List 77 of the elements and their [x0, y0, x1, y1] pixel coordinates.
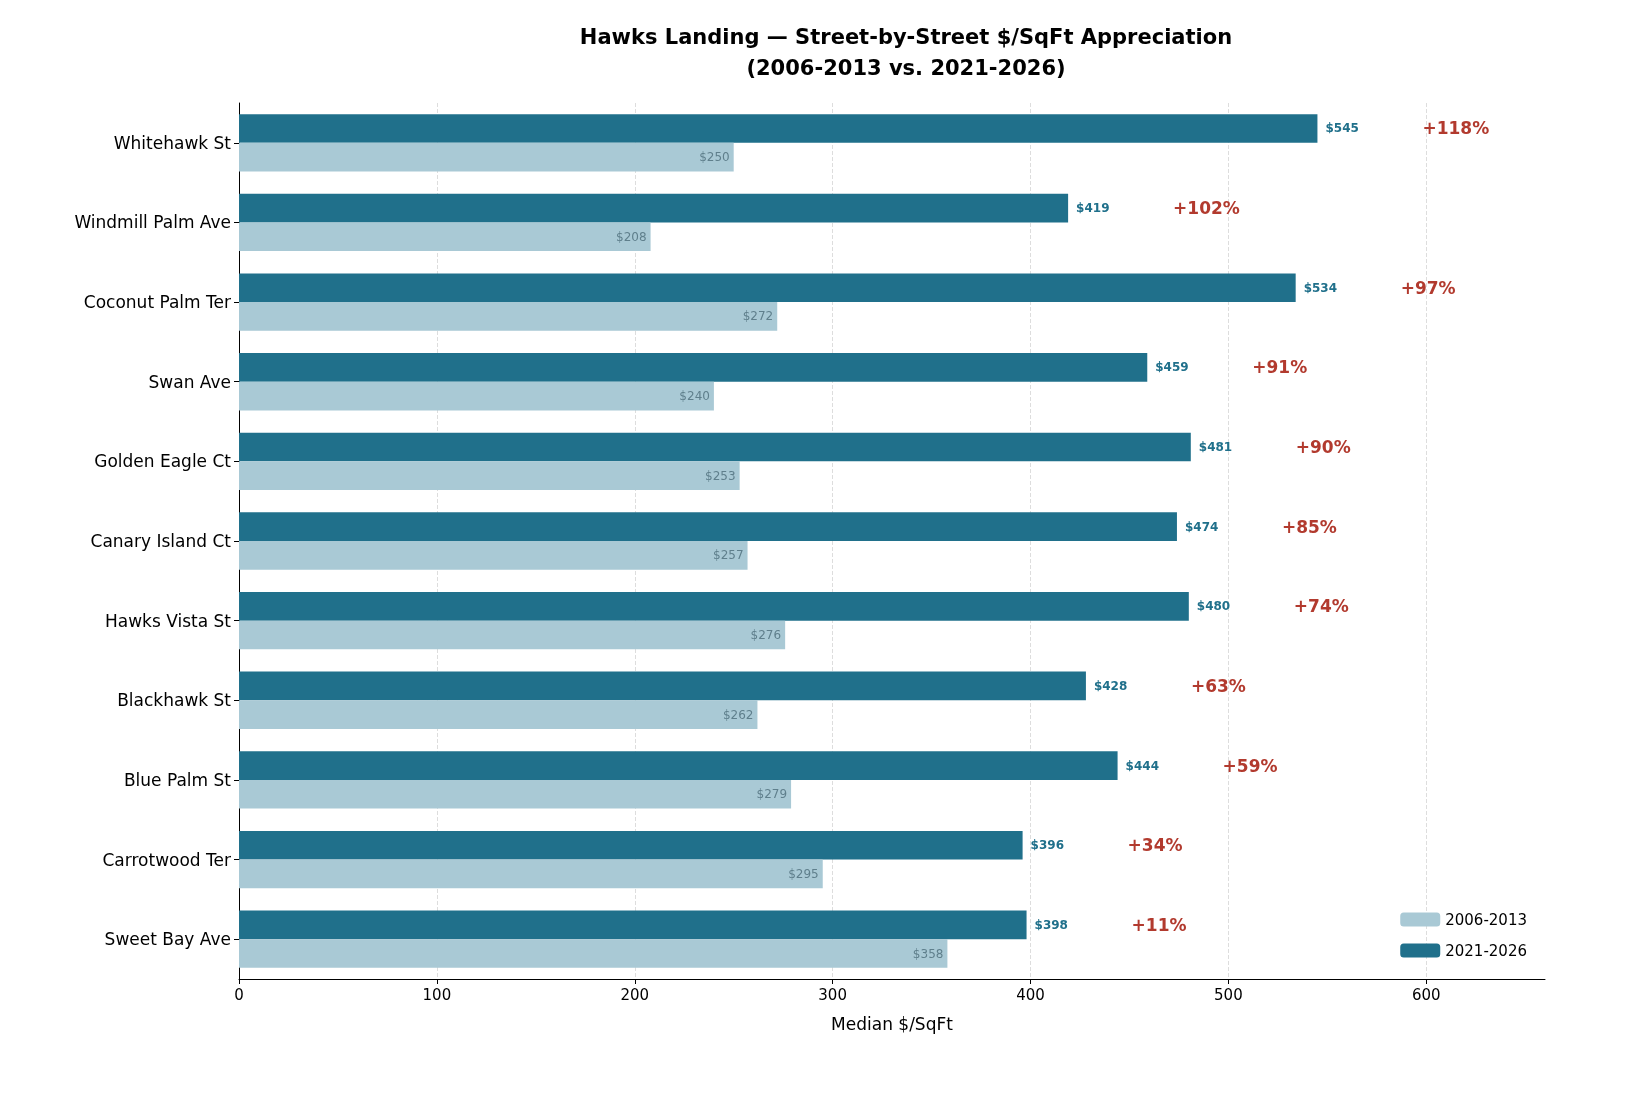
x-tick-label: 600: [1411, 985, 1441, 1004]
data-label: $257: [713, 548, 744, 563]
y-tick-label: Carrotwood Ter: [102, 849, 231, 870]
annotation: +85%: [1281, 516, 1337, 537]
data-label: $444: [1125, 758, 1159, 773]
bar: [239, 859, 823, 889]
bar: [239, 779, 792, 809]
annotation: +118%: [1422, 118, 1490, 139]
data-label: $279: [756, 787, 788, 802]
bar: [239, 142, 734, 172]
annotation: +34%: [1127, 835, 1183, 856]
annotation: +11%: [1131, 914, 1187, 935]
data-label: $474: [1184, 519, 1219, 534]
bar: [239, 830, 1023, 860]
data-label: $262: [722, 707, 754, 722]
bar: [239, 193, 1069, 223]
x-tick-label: 100: [422, 985, 452, 1004]
annotation: +74%: [1293, 596, 1349, 617]
data-label: $419: [1076, 201, 1110, 216]
data-label: $534: [1303, 280, 1338, 295]
x-tick-label: 200: [620, 985, 650, 1004]
x-tick-label: 500: [1214, 985, 1243, 1004]
y-tick-label: Blackhawk St: [117, 690, 232, 711]
bar: [239, 620, 786, 650]
annotation: +59%: [1222, 755, 1278, 776]
annotation: +90%: [1295, 437, 1351, 458]
data-label: $276: [750, 627, 782, 642]
annotation: +63%: [1190, 675, 1246, 696]
bar: [239, 114, 1318, 143]
annotation: +91%: [1252, 357, 1308, 378]
data-label: $396: [1030, 838, 1065, 853]
y-tick-label: Blue Palm St: [123, 769, 232, 790]
data-label: $295: [788, 866, 819, 881]
bar: [239, 273, 1296, 303]
x-tick-label: 400: [1016, 985, 1045, 1004]
legend-label: 2006-2013: [1445, 910, 1528, 929]
data-label: $545: [1325, 121, 1359, 136]
bar: [239, 302, 778, 331]
y-tick-label: Sweet Bay Ave: [104, 929, 231, 950]
bar: [239, 591, 1189, 621]
data-label: $480: [1196, 599, 1231, 614]
chart-title: Hawks Landing — Street-by-Street $/SqFt Appreciation (2006-2013 vs. 2021-2026): [579, 24, 1233, 80]
bar: [239, 222, 651, 252]
data-label: $250: [699, 150, 730, 165]
bar: [239, 939, 948, 968]
data-label: $240: [679, 389, 710, 404]
y-tick-label: Windmill Palm Ave: [74, 212, 231, 233]
bar: [239, 353, 1148, 382]
bar: [239, 461, 740, 491]
bar: [239, 432, 1191, 462]
y-tick-label: Swan Ave: [148, 371, 231, 392]
bar: [239, 381, 714, 411]
y-tick-label: Hawks Vista St: [105, 610, 232, 631]
bar: [239, 671, 1086, 701]
data-label: $428: [1093, 678, 1128, 693]
y-tick-label: Golden Eagle Ct: [94, 451, 232, 472]
data-label: $272: [742, 309, 774, 324]
data-label: $459: [1155, 360, 1189, 375]
bar: [239, 541, 748, 570]
annotation: +102%: [1173, 198, 1240, 219]
data-label: $358: [912, 946, 944, 961]
bar: [239, 700, 758, 729]
x-tick-label: 0: [234, 985, 244, 1004]
bar: [239, 751, 1118, 780]
legend-label: 2021-2026: [1445, 941, 1528, 960]
data-label: $208: [616, 229, 647, 244]
y-tick-label: Coconut Palm Ter: [83, 292, 231, 313]
data-label: $253: [705, 468, 736, 483]
annotation: +97%: [1400, 277, 1456, 298]
x-tick-label: 300: [818, 985, 847, 1004]
bar: [239, 910, 1027, 940]
data-label: $398: [1034, 917, 1068, 932]
x-axis-title: Median $/SqFt: [831, 1013, 954, 1034]
data-label: $481: [1198, 440, 1233, 455]
y-tick-label: Whitehawk St: [113, 132, 232, 153]
y-tick-label: Canary Island Ct: [90, 531, 232, 551]
bar: [239, 512, 1177, 541]
